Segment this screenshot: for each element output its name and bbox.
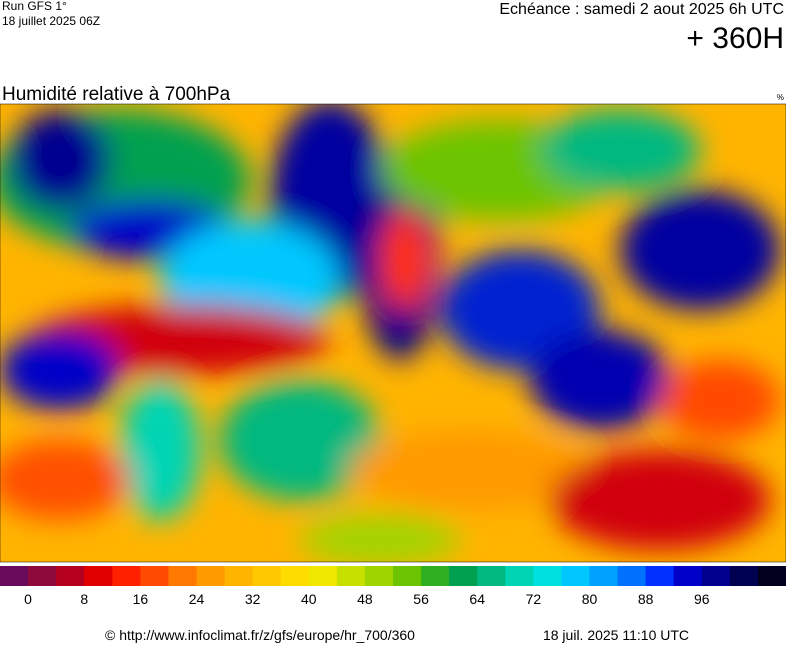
color-swatch: [617, 566, 647, 586]
color-swatch: [505, 566, 534, 586]
colorbar-tick-label: 0: [24, 591, 32, 607]
color-swatch: [701, 566, 731, 586]
color-swatch: [336, 566, 366, 586]
colorbar-tick-label: 96: [694, 591, 710, 607]
colorbar-tick-label: 8: [80, 591, 88, 607]
color-swatch: [673, 566, 703, 586]
color-swatch: [280, 566, 310, 586]
colorbar-tick-label: 80: [582, 591, 598, 607]
color-swatch: [393, 566, 422, 586]
color-swatch: [252, 566, 282, 586]
color-swatch: [757, 566, 786, 586]
valid-time: Echéance : samedi 2 aout 2025 6h UTC: [499, 1, 784, 18]
lead-time: + 360H: [686, 22, 784, 55]
colorbar-tick-label: 40: [301, 591, 317, 607]
color-swatch: [421, 566, 450, 586]
color-swatch: [168, 566, 197, 586]
color-swatch: [364, 566, 394, 586]
colorbar-tick-label: 48: [357, 591, 373, 607]
unit-label: %: [777, 93, 784, 102]
colorbar-tick-label: 72: [526, 591, 542, 607]
humidity-field: [0, 104, 786, 562]
run-date: 18 juillet 2025 06Z: [2, 14, 100, 28]
colorbar-tick-label: 32: [245, 591, 261, 607]
color-swatch: [140, 566, 169, 586]
colorbar: 0 8 16 24 32 40 48 56 64 72 80 88 96: [0, 566, 786, 607]
run-label: Run GFS 1°: [2, 0, 67, 13]
timestamp: 18 juil. 2025 11:10 UTC: [543, 627, 689, 643]
map-frame: [0, 103, 786, 563]
color-swatch: [308, 566, 338, 586]
color-swatch: [224, 566, 254, 586]
color-swatch: [729, 566, 759, 586]
color-swatch: [56, 566, 85, 586]
color-swatch: [112, 566, 141, 586]
color-swatch: [589, 566, 619, 586]
color-swatch: [477, 566, 506, 586]
color-swatch: [533, 566, 562, 586]
colorbar-tick-label: 88: [638, 591, 654, 607]
colorbar-tick-label: 64: [469, 591, 485, 607]
color-swatch: [28, 566, 57, 586]
color-swatch: [561, 566, 590, 586]
color-swatch: [449, 566, 478, 586]
colorbar-tick-label: 24: [189, 591, 205, 607]
color-swatch: [84, 566, 113, 586]
color-swatch: [196, 566, 226, 586]
colorbar-tick-label: 56: [413, 591, 429, 607]
map-title: Humidité relative à 700hPa: [2, 84, 231, 105]
color-swatch: [0, 566, 29, 586]
source-url: © http://www.infoclimat.fr/z/gfs/europe/…: [105, 627, 415, 643]
color-swatch: [645, 566, 675, 586]
colorbar-tick-label: 16: [133, 591, 149, 607]
